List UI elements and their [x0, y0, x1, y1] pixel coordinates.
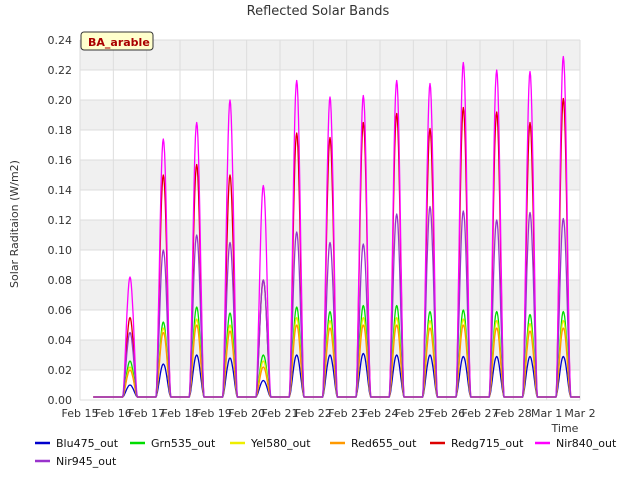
- x-tick-label: Feb 21: [262, 407, 299, 420]
- plot-band: [80, 220, 580, 250]
- plot-band: [80, 100, 580, 130]
- x-tick-label: Mar 2: [564, 407, 595, 420]
- plot-band: [80, 160, 580, 190]
- y-tick-label: 0.16: [48, 154, 73, 167]
- y-tick-label: 0.24: [48, 34, 73, 47]
- x-tick-label: Feb 15: [62, 407, 99, 420]
- legend-item: Red655_out: [330, 437, 417, 450]
- legend-label: Yel580_out: [250, 437, 311, 450]
- x-tick-label: Feb 27: [462, 407, 499, 420]
- x-tick-label: Feb 16: [95, 407, 132, 420]
- legend-label: Nir945_out: [56, 455, 117, 468]
- x-tick-label: Mar 1: [531, 407, 562, 420]
- y-tick-label: 0.20: [48, 94, 73, 107]
- x-tick-label: Feb 25: [395, 407, 432, 420]
- y-axis-label: Solar Raditaion (W/m2): [8, 160, 21, 288]
- legend-label: Red655_out: [351, 437, 417, 450]
- annotation-label: BA_arable: [88, 36, 150, 49]
- legend-item: Blu475_out: [35, 437, 119, 450]
- legend-label: Grn535_out: [151, 437, 216, 450]
- y-tick-label: 0.06: [48, 304, 73, 317]
- x-axis-label: Time: [551, 422, 579, 435]
- x-tick-label: Feb 23: [328, 407, 365, 420]
- y-tick-label: 0.12: [48, 214, 73, 227]
- legend-item: Yel580_out: [230, 437, 311, 450]
- legend: Blu475_out Grn535_out Yel580_out Red655_out…: [35, 437, 617, 468]
- x-tick-label: Feb 17: [128, 407, 165, 420]
- annotation-box: BA_arable: [80, 31, 154, 51]
- legend-label: Nir840_out: [556, 437, 617, 450]
- legend-item: Nir945_out: [35, 455, 117, 468]
- y-tick-label: 0.04: [48, 334, 73, 347]
- legend-label: Blu475_out: [56, 437, 119, 450]
- x-tick-label: Feb 20: [228, 407, 265, 420]
- y-tick-label: 0.02: [48, 364, 73, 377]
- x-tick-label: Feb 28: [495, 407, 532, 420]
- gridlines: [79, 39, 581, 401]
- legend-label: Redg715_out: [451, 437, 524, 450]
- plot-band: [80, 40, 580, 70]
- x-tick-label: Feb 26: [428, 407, 465, 420]
- y-tick-label: 0.14: [48, 184, 73, 197]
- x-tick-label: Feb 24: [362, 407, 399, 420]
- series-line-nir945_out: [93, 205, 580, 398]
- y-tick-label: 0.18: [48, 124, 73, 137]
- y-tick-label: 0.10: [48, 244, 73, 257]
- x-tick-label: Feb 18: [162, 407, 199, 420]
- x-tick-label: Feb 22: [295, 407, 332, 420]
- y-tick-label: 0.22: [48, 64, 73, 77]
- legend-item: Grn535_out: [130, 437, 216, 450]
- y-tick-label: 0.00: [48, 394, 73, 407]
- y-tick-label: 0.08: [48, 274, 73, 287]
- chart-title: Reflected Solar Bands: [247, 4, 390, 19]
- x-tick-label: Feb 19: [195, 407, 232, 420]
- legend-item: Redg715_out: [430, 437, 524, 450]
- legend-item: Nir840_out: [535, 437, 617, 450]
- plot-band: [80, 280, 580, 310]
- series-lines: [93, 55, 580, 398]
- y-axis-ticks: 0.00 0.02 0.04 0.06 0.08 0.10 0.12 0.14 0.16 0.18…: [48, 34, 73, 407]
